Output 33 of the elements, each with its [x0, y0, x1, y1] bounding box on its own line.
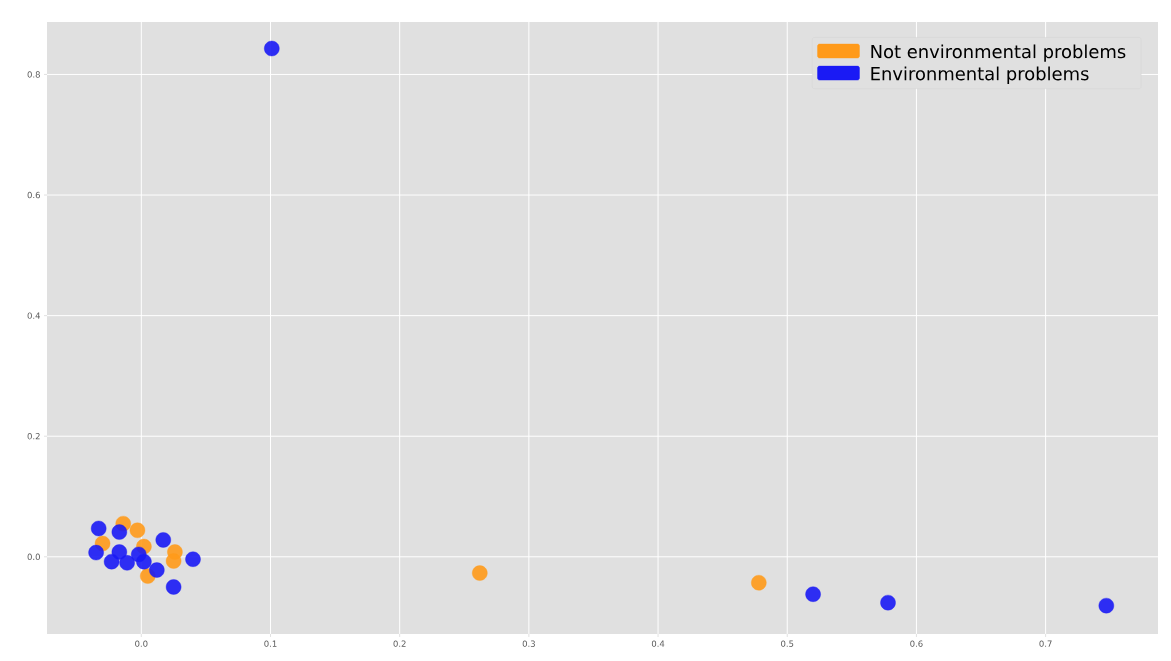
point [155, 532, 171, 548]
x-tick-label: 0.2 [393, 640, 406, 647]
point [1098, 597, 1115, 614]
point [165, 579, 182, 595]
point [805, 586, 821, 602]
x-tick-label: 0.1 [264, 640, 277, 647]
y-tick-label: 0.8 [27, 71, 40, 78]
legend-label: Environmental problems [871, 66, 1089, 84]
point [149, 562, 165, 578]
point [88, 544, 104, 561]
point [472, 565, 488, 581]
point [751, 575, 767, 591]
x-tick-label: 0.7 [1039, 640, 1052, 647]
point [165, 553, 182, 569]
point [136, 553, 152, 570]
y-tick-label: 0.0 [27, 553, 40, 561]
x-tick-label: 0.6 [910, 640, 923, 647]
y-tick-label: 0.2 [27, 433, 40, 440]
x-tick-label: 0.5 [781, 640, 794, 647]
x-tick-label: 0.0 [135, 640, 148, 647]
y-tick-label: 0.6 [27, 191, 40, 199]
point [264, 40, 280, 57]
point [103, 553, 120, 570]
point [129, 522, 146, 538]
x-tick-label: 0.3 [522, 640, 535, 647]
point [111, 524, 128, 540]
x-tick-label: 0.4 [651, 640, 665, 647]
point [119, 555, 135, 571]
point [880, 594, 896, 611]
legend-label: Not environmental problems [871, 44, 1126, 62]
point [90, 520, 107, 537]
point [185, 551, 201, 567]
y-tick-label: 0.4 [27, 312, 41, 319]
